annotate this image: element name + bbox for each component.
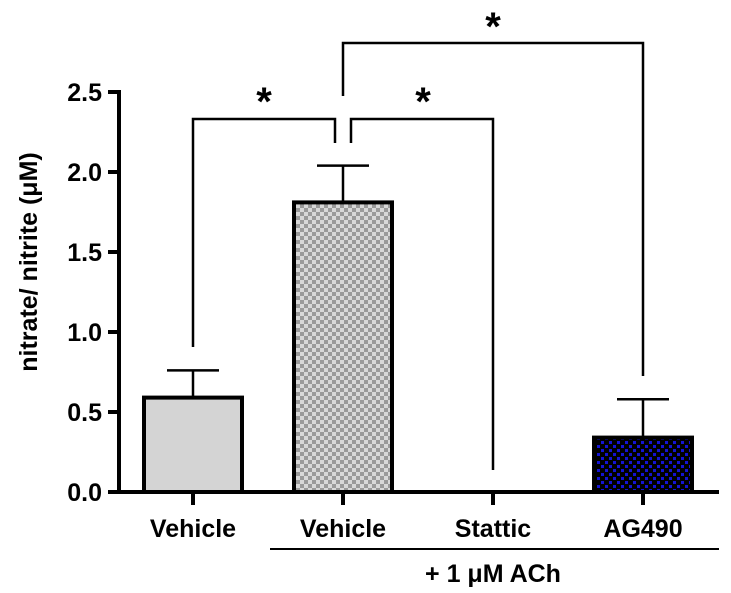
x-axis: Vehicle Vehicle Stattic AG490 bbox=[117, 490, 719, 543]
x-category-label: Vehicle bbox=[150, 515, 236, 543]
significance-star: * bbox=[485, 5, 501, 49]
x-category-label: AG490 bbox=[603, 515, 682, 543]
y-tick-label: 0.5 bbox=[67, 399, 102, 427]
y-tick-label: 2.5 bbox=[67, 79, 102, 107]
bar-vehicle bbox=[292, 200, 394, 494]
x-category-label: Vehicle bbox=[300, 515, 386, 543]
y-tick-label: 2.0 bbox=[67, 159, 102, 187]
significance-bracket-ach-vs-stattic: * bbox=[349, 80, 495, 470]
ach-group-label: + 1 μM ACh bbox=[425, 560, 561, 588]
significance-bracket-ach-vs-ag490: * bbox=[341, 5, 645, 376]
y-tick-label: 0.0 bbox=[67, 479, 102, 507]
y-axis-title: nitrate/ nitrite (μM) bbox=[15, 152, 43, 371]
y-axis: 0.0 0.5 1.0 1.5 2.0 2.5 bbox=[67, 79, 121, 507]
significance-star: * bbox=[415, 80, 431, 124]
y-tick-label: 1.0 bbox=[67, 319, 102, 347]
significance-star: * bbox=[256, 80, 272, 124]
significance-bracket-vehicle-vs-ach: * bbox=[191, 80, 337, 347]
y-tick-label: 1.5 bbox=[67, 239, 102, 267]
ach-group-annotation: + 1 μM ACh bbox=[270, 548, 719, 588]
bar-ag490 bbox=[592, 435, 694, 495]
bars bbox=[142, 164, 694, 495]
bar-vehicle bbox=[142, 395, 244, 495]
x-category-label: Stattic bbox=[455, 515, 532, 543]
